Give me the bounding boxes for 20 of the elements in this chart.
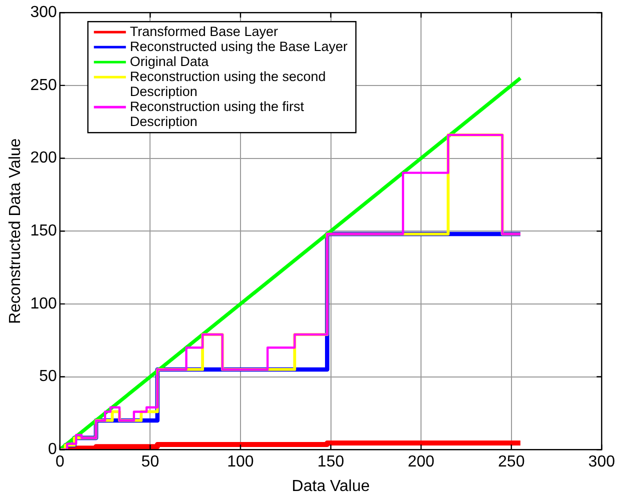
x-tick-label: 300	[588, 454, 616, 471]
x-axis-title: Data Value	[292, 478, 370, 495]
y-tick-label: 150	[30, 222, 57, 240]
x-tick-label: 100	[227, 454, 254, 471]
x-tick-label: 150	[317, 454, 344, 471]
legend-label: Original Data	[130, 54, 210, 69]
legend-label: Reconstruction using the second Description	[130, 68, 326, 99]
y-tick-label: 50	[39, 368, 57, 386]
y-tick-label: 100	[30, 295, 57, 312]
legend-label: Reconstruction using the first Description	[130, 98, 304, 129]
y-axis-title: Reconstructed Data Value	[7, 138, 24, 324]
x-tick-label: 50	[141, 454, 160, 471]
y-tick-label: 0	[48, 441, 57, 458]
y-tick-label: 300	[30, 4, 57, 22]
x-tick-label: 250	[498, 454, 525, 471]
y-tick-label: 200	[30, 150, 57, 167]
legend-label: Reconstructed using the Base Layer	[130, 38, 348, 54]
legend-label: Transformed Base Layer	[130, 24, 278, 39]
x-tick-label: 200	[408, 454, 435, 471]
y-tick-label: 250	[30, 76, 57, 94]
